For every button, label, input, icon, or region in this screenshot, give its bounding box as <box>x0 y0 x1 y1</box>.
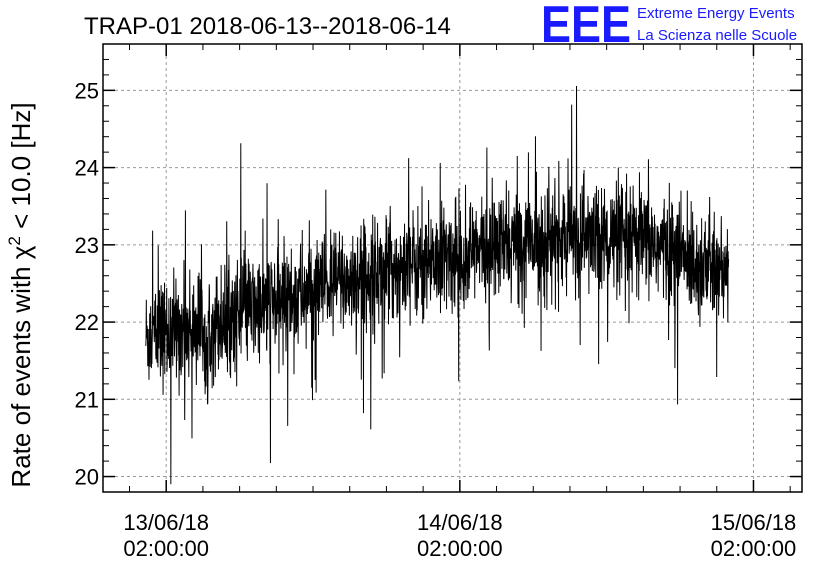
eee-logo: EEE Extreme Energy Events La Scienza nel… <box>541 0 797 54</box>
x-tick-date: 14/06/18 <box>417 510 503 535</box>
logo-line1: Extreme Energy Events <box>637 5 795 22</box>
y-tick-label: 21 <box>75 387 99 412</box>
y-tick-label: 23 <box>75 233 99 258</box>
y-tick-label: 22 <box>75 310 99 335</box>
series-layer <box>145 85 730 485</box>
x-tick-date: 15/06/18 <box>711 510 797 535</box>
x-tick-time: 02:00:00 <box>711 536 797 561</box>
x-tick-date: 13/06/18 <box>123 510 209 535</box>
y-axis: 20 21 22 23 24 25 <box>75 43 802 493</box>
y-axis-label: Rate of events with χ2 < 10.0 [Hz] <box>5 102 36 487</box>
y-tick-label: 25 <box>75 78 99 103</box>
x-tick-time: 02:00:00 <box>417 536 503 561</box>
y-tick-label: 24 <box>75 156 99 181</box>
x-tick-time: 02:00:00 <box>123 536 209 561</box>
y-tick-label: 20 <box>75 465 99 490</box>
series-line <box>145 85 730 485</box>
logo-line2: La Scienza nelle Scuole <box>637 27 797 44</box>
plot-frame <box>102 43 803 493</box>
logo-letters: EEE <box>541 0 631 54</box>
x-axis: 13/06/1802:00:0014/06/1802:00:0015/06/18… <box>123 44 796 561</box>
chart-title: TRAP-01 2018-06-13--2018-06-14 <box>84 13 451 40</box>
